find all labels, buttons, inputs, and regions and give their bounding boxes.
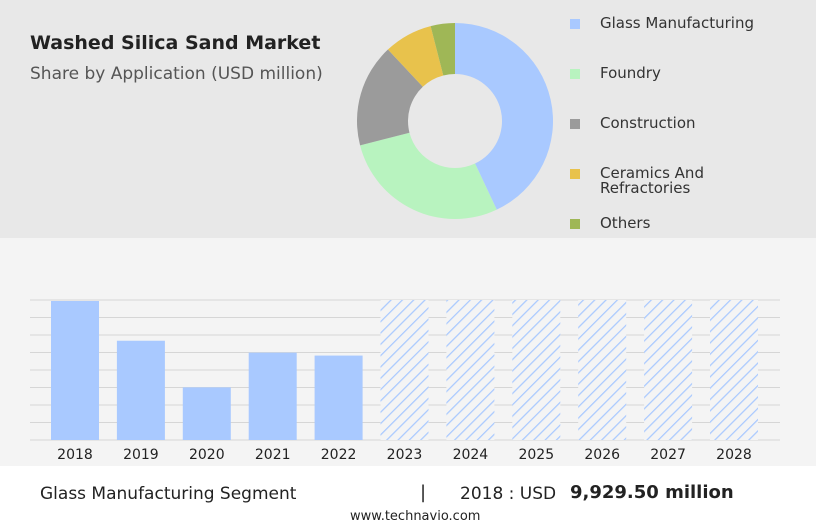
x-tick-label: 2024 xyxy=(453,447,489,463)
bar xyxy=(51,300,99,440)
x-tick-label: 2022 xyxy=(321,447,357,463)
legend-swatch xyxy=(570,69,580,79)
pie-slice xyxy=(360,132,497,219)
forecast-bar xyxy=(710,300,758,440)
x-tick-label: 2020 xyxy=(189,447,225,463)
pie-slice xyxy=(387,26,444,87)
pie-slice xyxy=(357,49,423,146)
footer-amount: 9,929.50 million xyxy=(570,482,734,503)
bar xyxy=(314,355,363,440)
x-tick-label: 2021 xyxy=(255,447,291,463)
forecast-bar xyxy=(446,300,495,440)
pie-slice xyxy=(455,23,553,210)
forecast-bar xyxy=(512,300,561,440)
legend-swatch xyxy=(570,19,580,29)
x-tick-label: 2018 xyxy=(57,447,93,463)
legend-swatch xyxy=(570,169,580,179)
legend-label: Construction xyxy=(600,114,696,132)
x-tick-label: 2025 xyxy=(518,447,554,463)
footer-panel xyxy=(0,466,816,528)
footer-source: www.technavio.com xyxy=(350,509,481,524)
bar xyxy=(248,352,297,440)
footer-segment: Glass Manufacturing Segment xyxy=(40,484,297,504)
forecast-bar xyxy=(644,300,693,440)
legend-label: Ceramics And Refractories xyxy=(600,164,704,197)
x-tick-label: 2026 xyxy=(584,447,620,463)
title: Washed Silica Sand Market xyxy=(30,32,321,54)
forecast-bar xyxy=(578,300,627,440)
legend-label: Foundry xyxy=(600,64,661,82)
x-tick-label: 2027 xyxy=(650,447,686,463)
x-tick-label: 2023 xyxy=(387,447,423,463)
footer-separator: | xyxy=(420,482,427,503)
bar xyxy=(116,340,165,440)
x-tick-label: 2019 xyxy=(123,447,159,463)
legend-label: Glass Manufacturing xyxy=(600,14,754,32)
forecast-bar xyxy=(380,300,429,440)
legend-swatch xyxy=(570,119,580,129)
subtitle: Share by Application (USD million) xyxy=(30,64,323,84)
footer-year: 2018 : USD xyxy=(460,484,557,504)
pie-slice xyxy=(430,23,455,76)
legend-swatch xyxy=(570,219,580,229)
bar xyxy=(182,387,231,440)
legend-label: Others xyxy=(600,214,651,232)
x-tick-label: 2028 xyxy=(716,447,752,463)
